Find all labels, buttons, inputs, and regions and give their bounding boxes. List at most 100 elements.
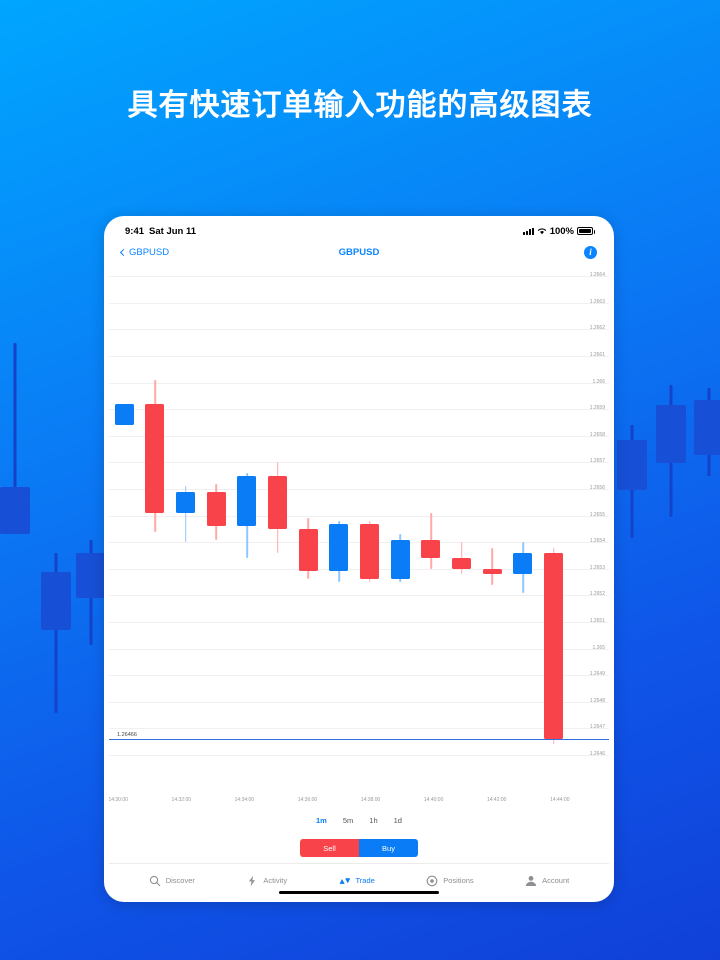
background-candle-wick [630, 425, 634, 538]
chevron-left-icon [119, 248, 128, 256]
tab-trade[interactable]: Trade [339, 875, 375, 887]
person-icon [525, 875, 537, 887]
y-axis-tick-label: 1.2655 [589, 511, 605, 518]
candlestick [360, 520, 380, 583]
tab-positions[interactable]: Positions [426, 875, 474, 887]
y-axis-tick-label: 1.2647 [589, 724, 605, 731]
candlestick-wick [491, 547, 494, 585]
candlestick-body [360, 523, 380, 580]
wifi-icon [537, 227, 547, 235]
chart-x-axis: 14:30:00 14:32:00 14:34:00 14:36:00 14:38:00… [109, 797, 570, 807]
y-axis-tick-label: 1.265 [592, 644, 605, 651]
tab-activity[interactable]: Activity [246, 875, 287, 887]
y-axis-tick-label: 1.2646 [589, 751, 605, 757]
y-axis-tick-label: 1.2658 [589, 431, 605, 438]
page-headline: 具有快速订单输入功能的高级图表 [127, 88, 593, 123]
chart-plot-area[interactable]: 1.2664 1.2663 1.2662 1.2661 1.266 1.2659 1.265… [109, 263, 609, 793]
candlestick-body [390, 539, 410, 580]
y-axis-tick-label: 1.2657 [589, 458, 605, 465]
timeframe-1h[interactable]: 1h [369, 816, 378, 825]
chart-gridline: 1.265 [109, 645, 609, 651]
candlestick-body [452, 558, 472, 569]
status-date: Sat Jun 11 [149, 225, 197, 237]
background-candle-wick [89, 540, 93, 645]
current-price-label: 1.26466 [115, 732, 139, 739]
candlestick [145, 380, 165, 532]
candlestick [482, 547, 502, 585]
background-candle-body [41, 572, 71, 630]
candlestick [268, 462, 288, 553]
y-axis-tick-label: 1.2662 [589, 325, 605, 332]
background-candle-wick [54, 553, 58, 713]
battery-full-icon [577, 227, 595, 235]
buy-button[interactable]: Buy [359, 839, 418, 857]
x-axis-tick-label: 14:36:00 [297, 797, 318, 803]
background-candle-wick [707, 388, 711, 476]
candlestick [421, 512, 441, 569]
y-axis-tick-label: 1.2663 [589, 298, 605, 305]
chart-gridline: 1.2658 [109, 432, 609, 438]
background-candle-body [617, 440, 647, 490]
nav-bar: GBPUSD GBPUSD i [109, 241, 609, 263]
search-icon [149, 875, 161, 887]
status-bar: 9:41 Sat Jun 11 100% [109, 221, 609, 241]
chart-gridline: 1.2656 [109, 485, 609, 491]
candlestick-series [109, 263, 569, 793]
y-axis-tick-label: 1.2648 [589, 697, 605, 704]
y-axis-tick-label: 1.2654 [589, 538, 605, 545]
status-bar-right: 100% [522, 226, 595, 237]
background-candle [0, 343, 30, 534]
candlestick-body [176, 491, 196, 513]
background-candle-wick [669, 385, 673, 517]
tab-bar: Discover Activity Trade Positions Account [109, 863, 609, 897]
tab-label: Activity [263, 876, 288, 885]
background-candle [694, 388, 720, 476]
background-candle-body [656, 405, 686, 463]
page-title: GBPUSD [338, 246, 380, 258]
chart-gridline: 1.2647 [109, 724, 609, 730]
background-candle-body [0, 487, 30, 534]
candlestick [237, 473, 257, 559]
sell-button[interactable]: Sell [300, 839, 359, 857]
timeframe-selector[interactable]: 1m 5m 1h 1d [109, 816, 609, 825]
candlestick [390, 534, 410, 583]
timeframe-1d[interactable]: 1d [393, 816, 402, 825]
tab-account[interactable]: Account [525, 875, 569, 887]
chart-gridline: 1.2657 [109, 458, 609, 464]
y-axis-tick-label: 1.2659 [589, 405, 605, 412]
info-circle-icon[interactable]: i [584, 245, 597, 259]
y-axis-tick-label: 1.2664 [589, 272, 605, 279]
status-bar-left: 9:41 Sat Jun 11 [125, 226, 196, 237]
y-axis-tick-label: 1.2651 [589, 618, 605, 625]
y-axis-tick-label: 1.2661 [589, 352, 605, 359]
chart-container[interactable]: 1.2664 1.2663 1.2662 1.2661 1.266 1.2659 1.265… [109, 263, 609, 839]
chart-gridline: 1.2649 [109, 671, 609, 677]
tab-label: Discover [165, 876, 195, 885]
candlestick-body [145, 403, 165, 513]
y-axis-tick-label: 1.2656 [589, 485, 605, 492]
order-entry-row: Sell Buy [109, 839, 609, 863]
candlestick [176, 486, 196, 543]
candlestick [544, 547, 564, 745]
candlestick-wick [184, 486, 187, 543]
chart-gridline: 1.2653 [109, 565, 609, 571]
background-candle-body [76, 553, 106, 598]
chart-gridline: 1.2646 [109, 751, 609, 757]
candlestick [329, 520, 349, 583]
home-indicator [279, 890, 439, 894]
back-button[interactable]: GBPUSD [119, 246, 170, 258]
timeframe-1m[interactable]: 1m [316, 816, 327, 825]
x-axis-tick-label: 14:38:00 [360, 797, 381, 803]
x-axis-tick-label: 14:42:00 [486, 797, 507, 803]
x-axis-tick-label: 14:34:00 [234, 797, 255, 803]
tab-discover[interactable]: Discover [149, 875, 195, 887]
chart-gridline: 1.266 [109, 379, 609, 385]
candlestick-body [206, 491, 226, 527]
back-button-label: GBPUSD [129, 246, 170, 258]
tab-label: Account [542, 876, 570, 885]
timeframe-5m[interactable]: 5m [342, 816, 354, 825]
background-candle [76, 540, 106, 645]
cellular-bars-icon [522, 227, 534, 235]
candlestick-body [544, 552, 564, 740]
x-axis-tick-label: 14:30:00 [109, 797, 128, 803]
